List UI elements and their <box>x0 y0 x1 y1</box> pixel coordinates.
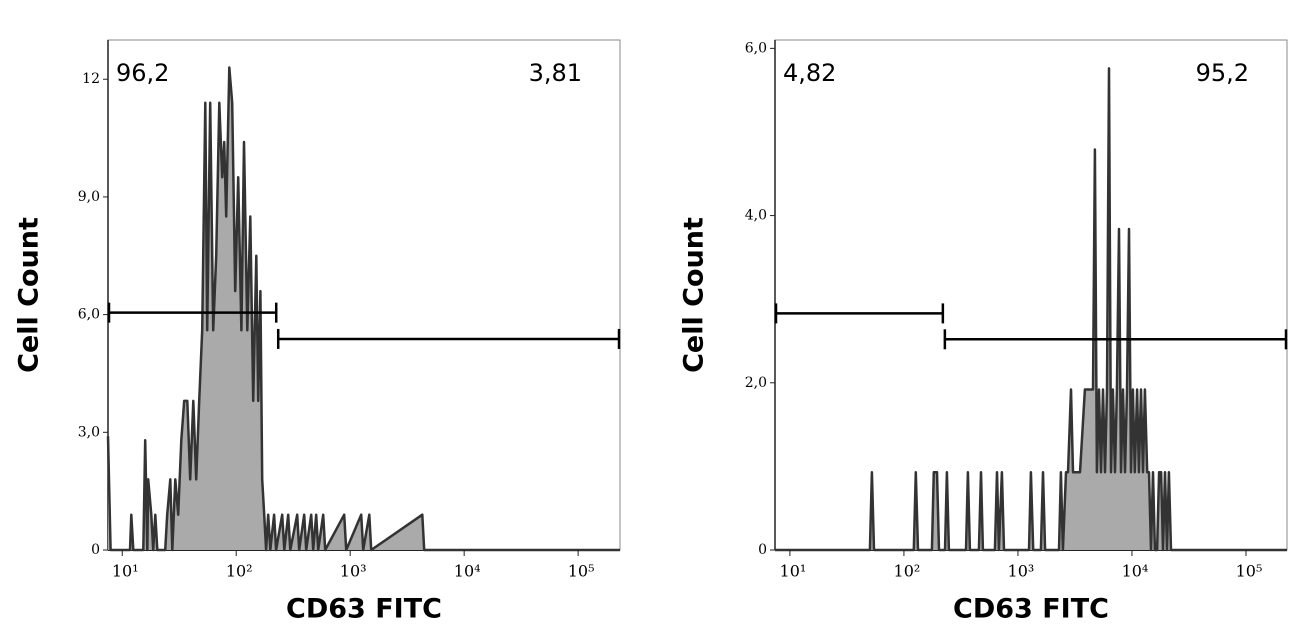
gate-label: 3,81 <box>529 59 582 87</box>
x-tick-label: 10² <box>894 562 921 581</box>
x-tick-label: 10³ <box>340 562 367 581</box>
y-tick-label: 0 <box>758 542 767 558</box>
x-tick-label: 10² <box>226 562 253 581</box>
x-tick-label: 10⁴ <box>454 562 481 581</box>
x-tick-label: 10⁴ <box>1122 562 1149 581</box>
gate-label: 4,82 <box>783 59 836 87</box>
y-axis-label: Cell Count <box>679 217 710 373</box>
x-axis-label: CD63 FITC <box>953 594 1109 625</box>
x-tick-label: 10¹ <box>112 562 139 581</box>
x-axis-label: CD63 FITC <box>286 594 442 625</box>
y-tick-label: 3,0 <box>78 424 100 440</box>
y-tick-label: 6,0 <box>745 40 767 56</box>
y-tick-label: 2,0 <box>745 375 767 391</box>
x-tick-label: 10³ <box>1008 562 1035 581</box>
y-tick-label: 6,0 <box>78 307 100 323</box>
x-tick-label: 10⁵ <box>1236 562 1263 581</box>
y-tick-label: 0 <box>91 542 100 558</box>
histogram-line <box>775 67 1287 552</box>
y-tick-label: 12 <box>82 71 100 87</box>
gate-label: 96,2 <box>116 59 169 87</box>
gate-label: 95,2 <box>1196 59 1249 87</box>
histogram-area <box>108 67 620 550</box>
x-tick-label: 10¹ <box>780 562 807 581</box>
x-tick-label: 10⁵ <box>568 562 595 581</box>
y-tick-label: 4,0 <box>745 208 767 224</box>
y-axis-label: Cell Count <box>14 217 45 373</box>
y-tick-label: 9,0 <box>78 189 100 205</box>
histogram-line <box>106 66 620 552</box>
